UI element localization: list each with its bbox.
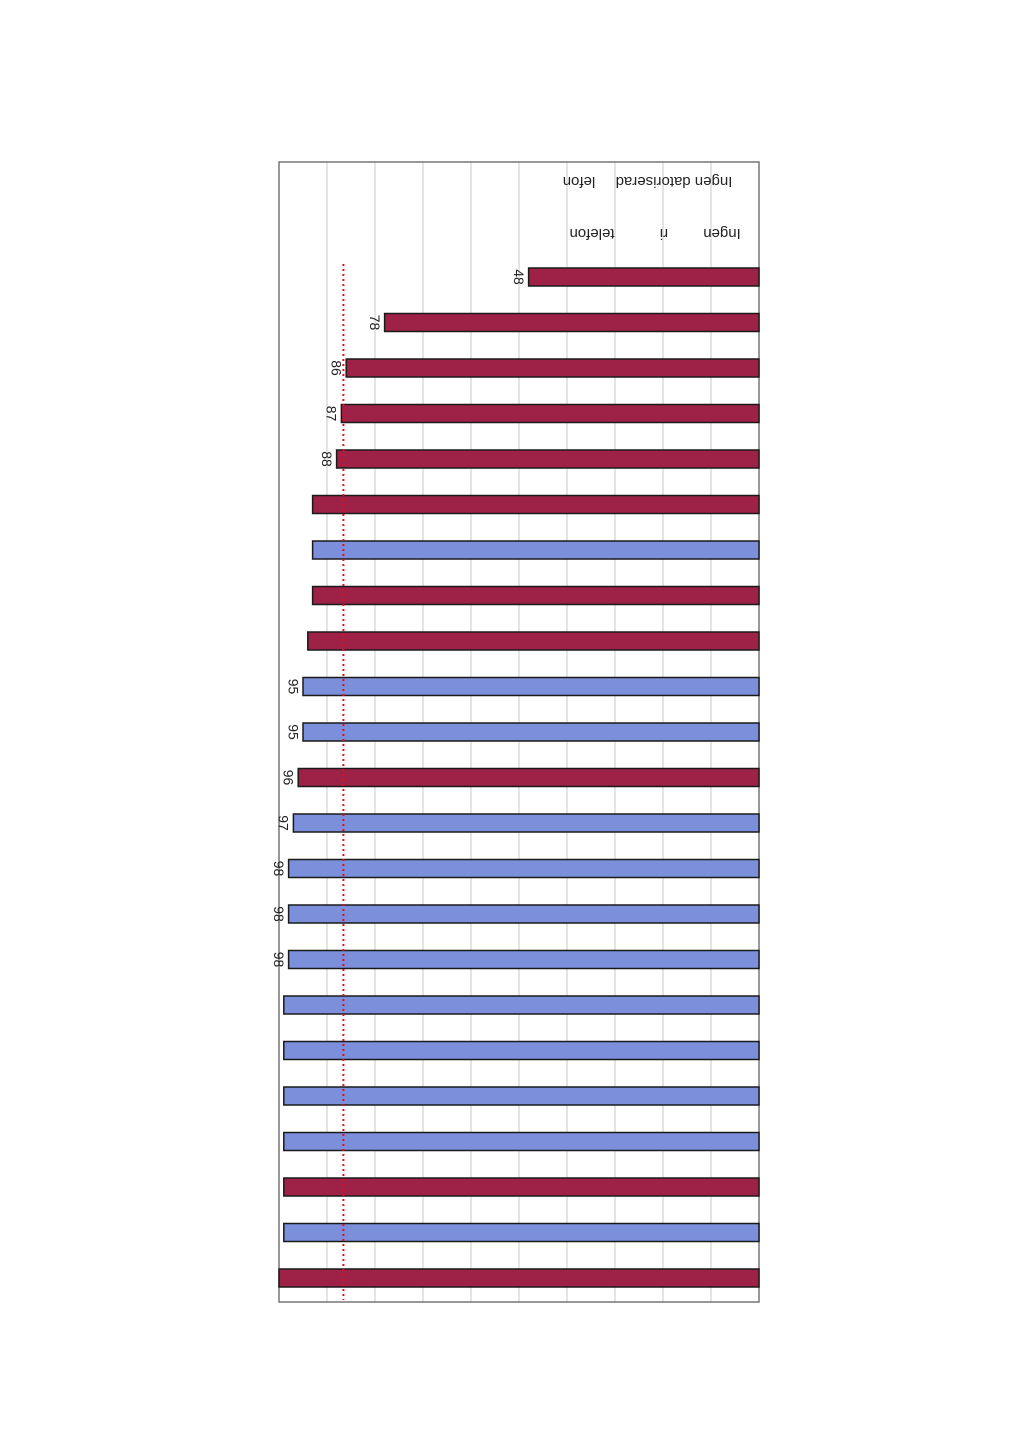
bar-red bbox=[527, 267, 760, 287]
value-label: 98 bbox=[271, 952, 287, 968]
bar-blue bbox=[283, 1086, 760, 1106]
bar-blue bbox=[287, 858, 760, 879]
note-label: ri bbox=[660, 225, 668, 242]
bar-blue bbox=[302, 676, 760, 697]
bar-blue bbox=[283, 1131, 760, 1152]
bar-blue bbox=[302, 722, 760, 742]
note-label: lefon bbox=[563, 173, 596, 190]
value-label: 96 bbox=[280, 770, 296, 786]
value-label: 78 bbox=[367, 315, 383, 331]
bar-blue bbox=[283, 1040, 760, 1061]
bar-series bbox=[278, 267, 760, 1288]
note-label: Ingen bbox=[703, 225, 741, 242]
bar-red bbox=[340, 403, 760, 424]
value-labels: 48 78 86 87 88 95 95 96 97 98 98 98 bbox=[271, 269, 527, 967]
value-label: 87 bbox=[324, 406, 340, 422]
bar-red bbox=[311, 585, 760, 606]
bar-red bbox=[335, 449, 760, 469]
bar-blue bbox=[311, 540, 760, 560]
bar-red bbox=[307, 631, 760, 651]
bar-red bbox=[278, 1268, 760, 1288]
value-label: 95 bbox=[285, 724, 301, 740]
value-label: 98 bbox=[271, 906, 287, 922]
value-label: 86 bbox=[328, 360, 344, 376]
value-label: 97 bbox=[276, 815, 292, 831]
bar-blue bbox=[283, 995, 760, 1015]
bar-blue bbox=[287, 904, 760, 924]
bar-red bbox=[283, 1177, 760, 1197]
value-label: 88 bbox=[319, 451, 335, 467]
bar-red bbox=[383, 312, 760, 333]
value-label: 95 bbox=[285, 679, 301, 695]
bar-red bbox=[297, 767, 760, 788]
bar-blue bbox=[287, 949, 760, 970]
bar-red bbox=[345, 358, 760, 378]
bar-red bbox=[311, 494, 760, 515]
bar-blue bbox=[283, 1222, 760, 1243]
note-label: Ingen datoriserad bbox=[616, 173, 733, 190]
value-label: 98 bbox=[271, 861, 287, 877]
value-label: 48 bbox=[511, 269, 527, 285]
note-label: telefon bbox=[569, 225, 614, 242]
note-labels: Ingen ri telefon Ingen datoriserad lefon bbox=[563, 173, 741, 242]
bar-blue bbox=[292, 813, 760, 833]
